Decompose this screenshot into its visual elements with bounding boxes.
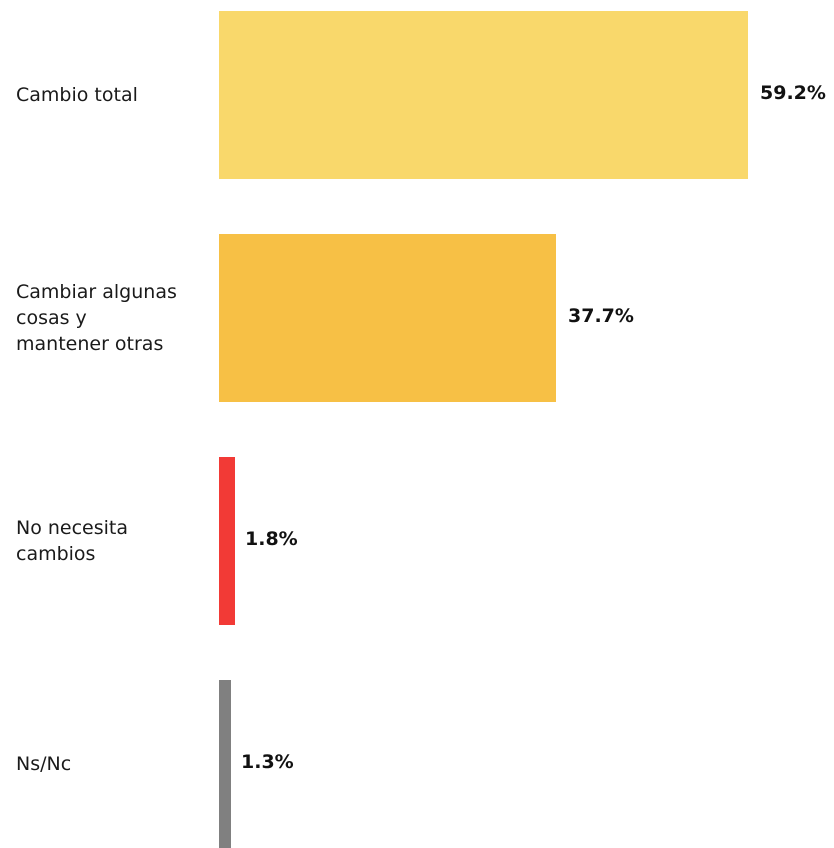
category-label-line: Ns/Nc [16, 753, 72, 775]
value-label-3: 1.3% [241, 751, 294, 773]
category-label-line: mantener otras [16, 333, 164, 355]
value-label-2: 1.8% [245, 528, 298, 550]
category-label-2: No necesita cambios [16, 515, 221, 567]
bar-2 [219, 457, 235, 625]
category-label-line: Cambio total [16, 84, 138, 106]
bar-0 [219, 11, 748, 179]
value-label-0: 59.2% [760, 82, 826, 104]
bar-3 [219, 680, 231, 848]
value-label-1: 37.7% [568, 305, 634, 327]
bar-1 [219, 234, 556, 402]
category-label-line: cambios [16, 543, 96, 565]
category-label-line: Cambiar algunas [16, 281, 177, 303]
category-label-0: Cambio total [16, 82, 221, 108]
category-label-1: Cambiar algunas cosas y mantener otras [16, 279, 221, 357]
category-label-line: cosas y [16, 307, 87, 329]
category-label-3: Ns/Nc [16, 751, 221, 777]
category-label-line: No necesita [16, 517, 129, 539]
